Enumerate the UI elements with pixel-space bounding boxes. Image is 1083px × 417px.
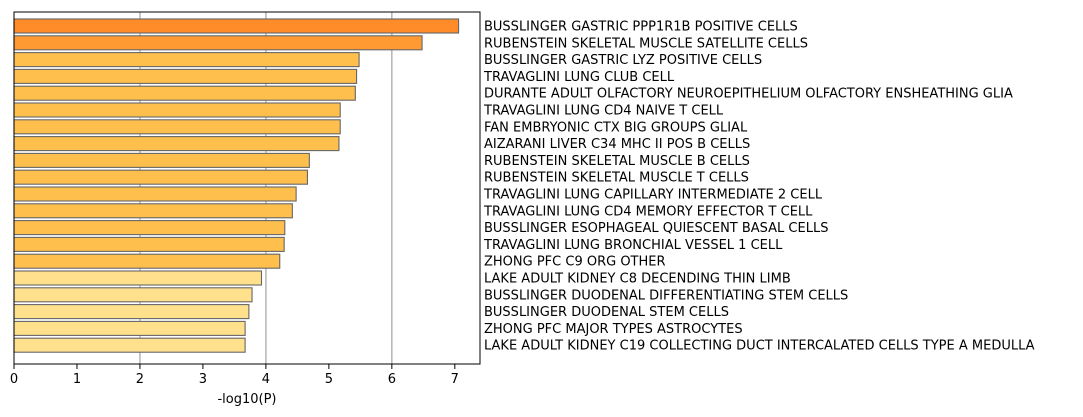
category-label: BUSSLINGER GASTRIC PPP1R1B POSITIVE CELL… [484,20,798,35]
category-label: AIZARANI LIVER C34 MHC II POS B CELLS [484,137,750,152]
bar [13,253,281,269]
bar [13,304,250,320]
bar [13,236,285,252]
plot-frame [13,11,481,365]
bar [13,85,356,101]
bar [13,18,460,34]
category-label: TRAVAGLINI LUNG CLUB CELL [483,70,675,85]
bar [13,270,263,286]
bar [13,119,341,135]
category-label: RUBENSTEIN SKELETAL MUSCLE SATELLITE CEL… [484,36,808,51]
x-tick-label: 2 [136,372,144,387]
x-tick-label: 3 [199,372,207,387]
bar [13,220,286,236]
bar [13,52,360,68]
category-label: TRAVAGLINI LUNG CD4 NAIVE T CELL [483,104,724,119]
category-label: BUSSLINGER DUODENAL DIFFERENTIATING STEM… [484,288,848,303]
bar [13,35,423,51]
category-label: TRAVAGLINI LUNG CD4 MEMORY EFFECTOR T CE… [483,204,813,219]
category-label: DURANTE ADULT OLFACTORY NEUROEPITHELIUM … [484,87,1013,102]
category-label-layer: BUSSLINGER GASTRIC PPP1R1B POSITIVE CELL… [483,20,1035,354]
bar [13,68,358,84]
x-tick-label: 4 [262,372,270,387]
category-label: ZHONG PFC C9 ORG OTHER [484,255,666,270]
bar [13,169,309,185]
category-label: TRAVAGLINI LUNG CAPILLARY INTERMEDIATE 2… [483,188,823,203]
category-label: FAN EMBRYONIC CTX BIG GROUPS GLIAL [484,120,748,135]
category-label: RUBENSTEIN SKELETAL MUSCLE T CELLS [484,171,749,186]
x-tick-label: 5 [325,372,333,387]
x-tick-layer: 0 1 2 3 4 5 6 7 [10,364,459,387]
bar [13,287,253,303]
category-label: LAKE ADULT KIDNEY C8 DECENDING THIN LIMB [484,272,791,287]
bar [13,320,246,336]
x-tick-label: 1 [73,372,81,387]
category-label: BUSSLINGER GASTRIC LYZ POSITIVE CELLS [484,53,762,68]
bar [13,152,310,168]
category-label: ZHONG PFC MAJOR TYPES ASTROCYTES [484,322,743,337]
category-label: BUSSLINGER ESOPHAGEAL QUIESCENT BASAL CE… [484,221,828,236]
category-label: RUBENSTEIN SKELETAL MUSCLE B CELLS [484,154,750,169]
category-label: LAKE ADULT KIDNEY C19 COLLECTING DUCT IN… [484,339,1035,354]
bar [13,186,297,202]
bar [13,102,341,118]
bar [13,136,340,152]
category-label: BUSSLINGER DUODENAL STEM CELLS [484,305,729,320]
x-tick-label: 7 [451,372,459,387]
bar [13,337,246,353]
x-axis-label: -log10(P) [217,392,276,407]
category-label: TRAVAGLINI LUNG BRONCHIAL VESSEL 1 CELL [483,238,783,253]
bar [13,203,293,219]
x-tick-label: 6 [388,372,396,387]
x-tick-label: 0 [10,372,18,387]
